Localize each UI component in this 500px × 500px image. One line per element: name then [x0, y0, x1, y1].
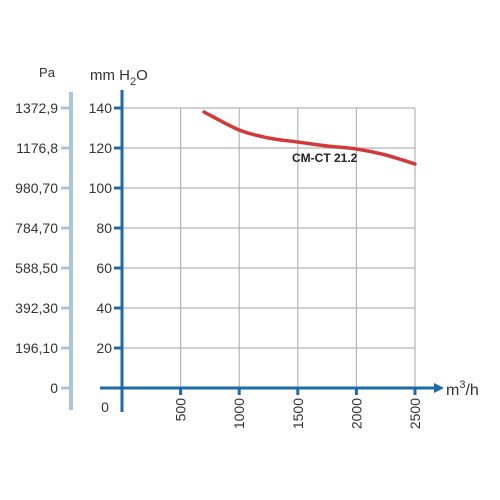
y-tick-label-60: 60 — [96, 260, 112, 276]
y-tick-label-140: 140 — [89, 100, 113, 116]
x-axis-arrow — [434, 383, 444, 393]
x-tick-label-1000: 1000 — [231, 398, 247, 429]
x-tick-label-1500: 1500 — [290, 398, 306, 429]
y-tick-label-40: 40 — [96, 300, 112, 316]
y-tick-label-120: 120 — [89, 140, 113, 156]
pa-tick-label: 196,10 — [15, 340, 58, 356]
series-label: CM-CT 21.2 — [292, 151, 358, 165]
x-tick-label-500: 500 — [173, 398, 189, 422]
y-tick-label-80: 80 — [96, 220, 112, 236]
x-axis-unit-label: m3/h — [446, 379, 479, 399]
y-tick-label-20: 20 — [96, 340, 112, 356]
pa-tick-label: 980,70 — [15, 180, 58, 196]
pa-axis-label: Pa — [39, 65, 56, 80]
x-tick-label-2500: 2500 — [407, 398, 423, 429]
pa-tick-label: 0 — [50, 380, 58, 396]
pa-tick-label: 784,70 — [15, 220, 58, 236]
series-line-cm-ct-21-2 — [202, 110, 417, 166]
pa-tick-label: 1372,9 — [15, 100, 58, 116]
y-tick-label-100: 100 — [89, 180, 113, 196]
pa-tick-label: 1176,8 — [16, 140, 58, 156]
x-tick-label-2000: 2000 — [348, 398, 364, 429]
pa-tick-label: 392,30 — [15, 300, 58, 316]
pa-tick-label: 588,50 — [15, 260, 58, 276]
x-zero-label: 0 — [101, 399, 109, 415]
y-axis-unit-label: mm H2O — [90, 67, 148, 88]
